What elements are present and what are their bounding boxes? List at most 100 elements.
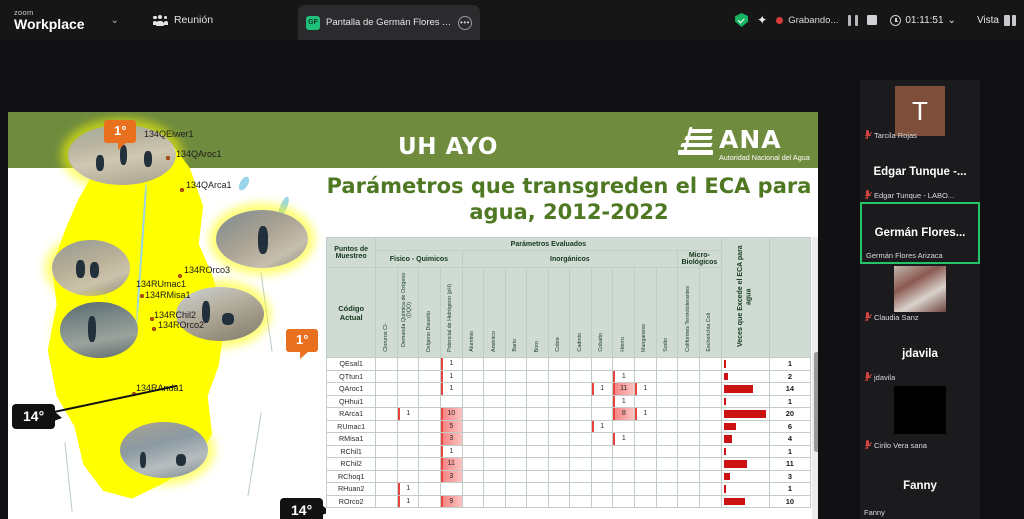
map-point-label: 134RChil2 — [154, 310, 197, 320]
participant-name-label: Fanny — [864, 508, 885, 517]
table-cell-value: 3 — [439, 432, 463, 446]
table-cell-value — [677, 482, 700, 496]
table-cell-value — [698, 457, 722, 471]
table-cell-value — [569, 494, 592, 508]
table-cell-value — [526, 482, 549, 496]
table-cell-value — [569, 369, 592, 383]
table-cell-total: 11 — [768, 457, 811, 471]
table-cell-value: 1 — [634, 382, 657, 396]
table-col-header: Aluminio — [461, 267, 485, 358]
table-cell-value — [698, 494, 722, 508]
table-cell-value — [396, 432, 420, 446]
participant-tile[interactable]: Cirilo Vera sana — [860, 384, 980, 452]
meeting-timer[interactable]: 01:11:51 ⌄ — [890, 14, 956, 26]
table-cell-value — [526, 394, 549, 408]
table-cell-value — [461, 369, 485, 383]
share-tab-label: Pantalla de Germán Flores Arizaca — [326, 17, 452, 28]
table-cell-value — [375, 494, 398, 508]
table-cell-value — [677, 407, 700, 421]
participant-tile[interactable]: Fanny Fanny — [860, 452, 980, 519]
map-point-label: 134QElwer1 — [144, 129, 194, 139]
table-cell-code: RChil1 — [326, 444, 377, 458]
table-cell-value — [418, 394, 441, 408]
table-cell-value: 8 — [612, 407, 636, 421]
participant-display-name: jdavila — [902, 348, 938, 360]
table-cell-value — [375, 432, 398, 446]
shield-icon[interactable] — [735, 13, 749, 27]
more-options-icon[interactable]: ••• — [458, 15, 472, 30]
table-cell-value — [439, 482, 463, 496]
participant-display-name: Fanny — [903, 479, 937, 492]
people-icon — [152, 14, 168, 26]
stop-recording-button[interactable] — [867, 15, 878, 25]
table-cell-value — [418, 457, 441, 471]
table-cell-value — [677, 382, 700, 396]
table-row: QTtun1 1 1 2 — [326, 369, 811, 383]
table-cell-value — [547, 407, 571, 421]
map-point-label: 134ROrco3 — [184, 265, 231, 275]
participant-tile[interactable]: Claudia Sanz — [860, 264, 980, 324]
table-cell-value — [569, 419, 592, 433]
chevron-down-icon[interactable]: ⌄ — [110, 14, 119, 26]
table-cell-total: 6 — [768, 419, 811, 433]
participant-nameplate: Tarcila Rojas — [864, 130, 917, 140]
ai-sparkle-icon[interactable]: ✦ — [757, 13, 768, 27]
participant-tile[interactable]: Germán Flores... Germán Flores Arizaca — [860, 202, 980, 264]
mic-muted-icon — [864, 372, 872, 382]
table-cell-value — [655, 444, 679, 458]
table-cell-value — [677, 369, 700, 383]
table-cell-value — [418, 494, 441, 508]
table-cell-value — [590, 457, 614, 471]
table-cell-value — [655, 482, 679, 496]
view-button[interactable]: Vista — [977, 14, 1016, 26]
screen-share-tab[interactable]: GF Pantalla de Germán Flores Arizaca ••• — [298, 5, 480, 40]
participant-tile[interactable]: T Tarcila Rojas — [860, 80, 980, 142]
table-cell-value — [547, 394, 571, 408]
slide-scrollbar-thumb[interactable] — [814, 352, 818, 452]
pause-recording-button[interactable] — [847, 14, 858, 26]
table-cell-value — [547, 444, 571, 458]
table-cell-value — [483, 369, 506, 383]
participant-tile[interactable]: Edgar Tunque -... Edgar Tunque - LABO... — [860, 142, 980, 202]
table-cell-value — [396, 382, 420, 396]
table-cell-value — [461, 444, 485, 458]
table-row: RChil2 11 11 — [326, 457, 811, 471]
table-cell-total: 4 — [768, 432, 811, 446]
zoom-logo[interactable]: zoom Workplace — [14, 9, 85, 32]
table-row: QEsal1 1 1 — [326, 357, 811, 371]
table-cell-value — [418, 382, 441, 396]
table-cell-value: 1 — [590, 419, 614, 433]
table-cell-value — [569, 357, 592, 371]
table-cell-value — [375, 407, 398, 421]
map-point-marker — [152, 327, 156, 331]
avatar: T — [895, 86, 945, 136]
table-cell-value — [418, 357, 441, 371]
table-cell-value — [483, 444, 506, 458]
participant-name-label: Germán Flores Arizaca — [866, 251, 943, 260]
table-cell-value — [569, 482, 592, 496]
table-cell-value — [569, 444, 592, 458]
table-cell-value — [439, 394, 463, 408]
participant-rail: T Tarcila Rojas Edgar Tunque -... Edgar Tun… — [860, 80, 980, 519]
meeting-tab[interactable]: Reunión — [152, 14, 213, 26]
table-cell-value — [418, 419, 441, 433]
participant-tile[interactable]: jdavila jdavila — [860, 324, 980, 384]
table-cell-value — [526, 419, 549, 433]
table-col-header: Coliformes Termotolerantes — [677, 267, 700, 358]
table-col-header: Escherichia Coli — [698, 267, 722, 358]
table-cell-value — [612, 444, 636, 458]
timer-chevron-down-icon[interactable]: ⌄ — [947, 14, 956, 26]
table-cell-value — [612, 419, 636, 433]
field-photo — [216, 210, 308, 268]
table-cell-code: QHhui1 — [326, 394, 377, 408]
layout-icon — [1004, 14, 1016, 26]
table-cell-value — [461, 357, 485, 371]
table-cell-value — [504, 382, 528, 396]
table-cell-value — [698, 419, 722, 433]
table-cell-value — [375, 469, 398, 483]
map-callout-temperature: 1° — [104, 120, 137, 150]
table-row: ROrco2 1 9 10 — [326, 494, 811, 508]
table-cell-total: 1 — [768, 357, 811, 371]
table-cell-value — [634, 469, 657, 483]
table-cell-value — [590, 407, 614, 421]
